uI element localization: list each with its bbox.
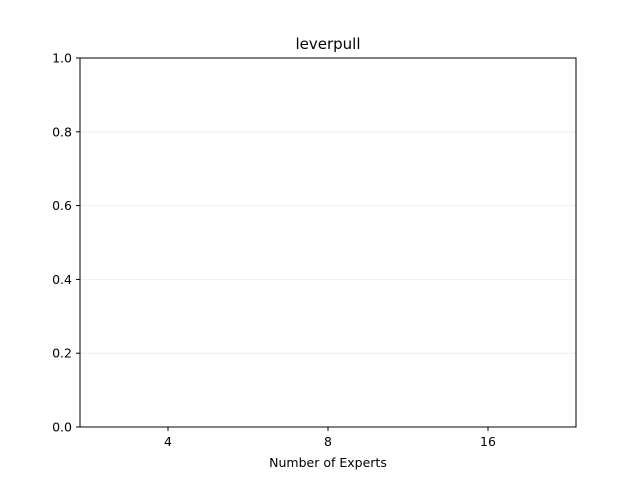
gridlines	[80, 131, 576, 354]
plot-area	[79, 57, 577, 428]
y-tick-label-0: 0.0	[52, 420, 72, 435]
y-tick-label-3: 0.6	[52, 198, 72, 213]
y-tick-label-2: 0.4	[52, 272, 72, 287]
x-axis: 4 8 16	[164, 427, 496, 449]
y-tick-label-4: 0.8	[52, 124, 72, 139]
x-tick-label-2: 16	[480, 434, 496, 449]
y-axis: 0.0 0.2 0.4 0.6 0.8 1.0	[52, 51, 80, 435]
x-axis-title: Number of Experts	[269, 455, 387, 470]
chart-title: leverpull	[295, 35, 360, 53]
y-tick-label-5: 1.0	[52, 51, 72, 66]
x-tick-label-0: 4	[164, 434, 172, 449]
y-tick-label-1: 0.2	[52, 346, 72, 361]
x-tick-label-1: 8	[324, 434, 332, 449]
